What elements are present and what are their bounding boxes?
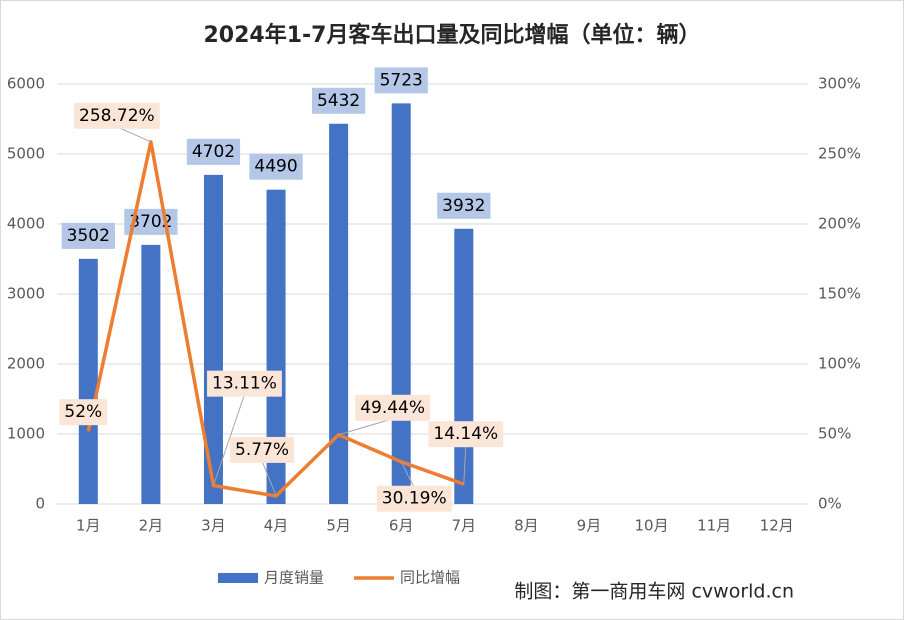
y-tick-label: 4000 [7, 215, 45, 233]
bar [203, 174, 223, 505]
bar-label: 3932 [442, 196, 485, 216]
bar [391, 103, 411, 504]
legend-swatch [218, 573, 258, 583]
chart-title: 2024年1-7月客车出口量及同比增幅（单位：辆） [204, 22, 701, 48]
line-label: 30.19% [382, 489, 447, 509]
y2-tick-label: 200% [818, 215, 861, 233]
bar-label-box [311, 87, 366, 114]
leader-line [400, 461, 415, 488]
bar-label-box [437, 192, 491, 219]
bar-label-box [374, 67, 428, 94]
bar-label: 3502 [67, 226, 110, 246]
bar [454, 228, 474, 504]
leader-line [212, 394, 245, 486]
x-tick-label: 1月 [76, 517, 101, 535]
line-label-box [207, 370, 282, 397]
line-label: 14.14% [433, 424, 498, 444]
leader-line [261, 460, 277, 497]
line-label: 5.77% [235, 440, 289, 460]
line-label-box [428, 421, 504, 448]
y-tick-label: 6000 [7, 75, 45, 93]
x-tick-label: 5月 [326, 517, 351, 535]
y2-tick-label: 50% [818, 425, 851, 443]
legend-label: 同比增幅 [400, 569, 460, 587]
line-label: 258.72% [79, 106, 155, 126]
y-tick-label: 5000 [7, 145, 45, 163]
line-label: 13.11% [212, 374, 277, 394]
bar-label: 5723 [380, 70, 423, 90]
y-tick-label: 0 [35, 495, 45, 513]
x-tick-label: 3月 [201, 517, 226, 535]
line-label-box [74, 102, 160, 129]
x-tick-label: 9月 [577, 517, 602, 535]
bar [78, 258, 98, 504]
x-tick-label: 2月 [139, 517, 164, 535]
x-tick-label: 4月 [264, 517, 289, 535]
bar [141, 244, 161, 505]
bar-label: 3702 [129, 212, 172, 232]
legend-label: 月度销量 [264, 569, 324, 587]
leader-line [116, 126, 152, 143]
line-label-box [59, 399, 108, 426]
y2-tick-label: 300% [818, 75, 861, 93]
bar [329, 123, 349, 504]
bar-label-box [249, 153, 303, 180]
x-tick-label: 7月 [452, 517, 477, 535]
line-label-box [376, 485, 452, 512]
bar [266, 189, 286, 504]
line-label-box [230, 436, 295, 463]
y2-tick-label: 150% [818, 285, 861, 303]
leader-line [338, 418, 393, 436]
x-tick-label: 8月 [514, 517, 539, 535]
y-tick-label: 1000 [7, 425, 45, 443]
y2-tick-label: 100% [818, 355, 861, 373]
bar-label: 4702 [192, 142, 235, 162]
line-label: 52% [64, 402, 102, 422]
source-note: 制图：第一商用车网 cvworld.cn [514, 581, 794, 603]
y-tick-label: 3000 [7, 285, 45, 303]
y2-tick-label: 0% [818, 495, 842, 513]
bar-label: 4490 [254, 157, 297, 177]
leader-line [463, 445, 467, 485]
x-tick-label: 11月 [697, 517, 731, 535]
line-label: 49.44% [360, 398, 425, 418]
y2-tick-label: 250% [818, 145, 861, 163]
y-tick-label: 2000 [7, 355, 45, 373]
bar-label: 5432 [317, 91, 360, 111]
bar-label-box [186, 138, 241, 165]
x-tick-label: 10月 [634, 517, 668, 535]
x-tick-label: 6月 [389, 517, 414, 535]
bar-label-box [61, 222, 115, 249]
line-label-box [355, 394, 431, 421]
x-tick-label: 12月 [760, 517, 794, 535]
